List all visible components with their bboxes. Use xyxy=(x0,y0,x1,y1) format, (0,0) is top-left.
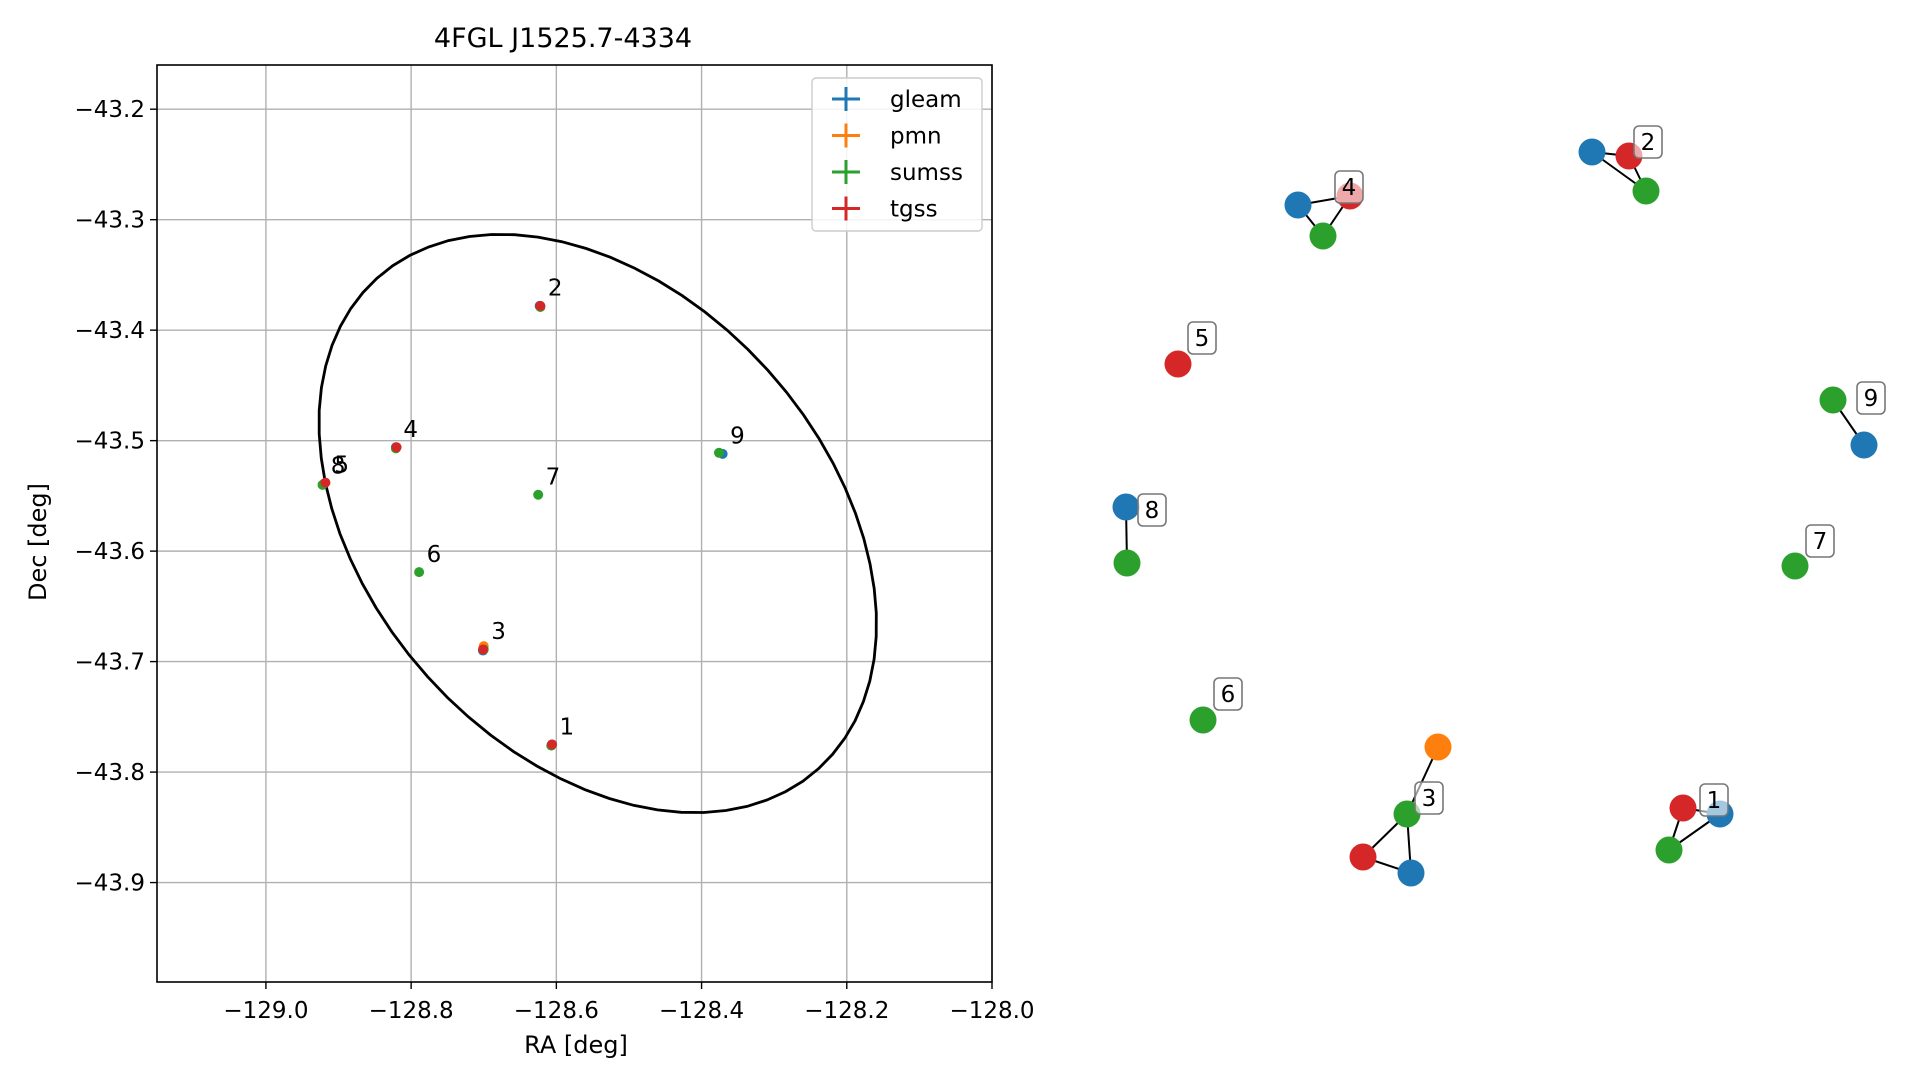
association-network: 1 2 3 4 5 6 7 8 9 xyxy=(1112,125,1886,887)
sumss-node xyxy=(1781,552,1809,580)
y-tick-label: −43.6 xyxy=(75,539,145,565)
gleam-node xyxy=(1850,431,1878,459)
sumss-node xyxy=(1189,706,1217,734)
source-label-4: 4 xyxy=(403,417,418,443)
legend-label-sumss: sumss xyxy=(890,160,963,186)
gleam-node xyxy=(1397,859,1425,887)
x-tick-label: −128.4 xyxy=(659,998,744,1024)
sumss-node xyxy=(1655,836,1683,864)
source-label-5: 5 xyxy=(334,452,349,478)
network-label-3: 3 xyxy=(1422,786,1437,812)
tgss-node xyxy=(1164,350,1192,378)
x-tick-label: −128.6 xyxy=(514,998,599,1024)
sumss-point xyxy=(713,447,724,458)
network-group-4: 4 xyxy=(1284,170,1364,250)
gleam-node xyxy=(1284,191,1312,219)
y-tick-label: −43.5 xyxy=(75,429,145,455)
network-group-6: 6 xyxy=(1189,677,1243,734)
source-label-3: 3 xyxy=(491,619,506,645)
x-tick-label: −128.0 xyxy=(949,998,1034,1024)
network-group-2: 2 xyxy=(1578,125,1663,205)
network-group-9: 9 xyxy=(1819,381,1886,459)
sumss-point xyxy=(414,567,425,578)
network-label-box xyxy=(1213,677,1243,711)
y-tick-label: −43.2 xyxy=(75,97,145,123)
network-label-box xyxy=(1805,524,1835,558)
y-tick-label: −43.7 xyxy=(75,650,145,676)
x-axis-ticks: −129.0 −128.8 −128.6 −128.4 −128.2 −128.0 xyxy=(223,982,1035,1024)
tgss-node xyxy=(1349,843,1377,871)
sumss-node xyxy=(1819,386,1847,414)
network-label-box xyxy=(1187,321,1217,355)
x-tick-label: −128.8 xyxy=(369,998,454,1024)
legend-label-gleam: gleam xyxy=(890,87,962,113)
tgss-point xyxy=(478,644,489,655)
network-label-4: 4 xyxy=(1342,175,1357,201)
source-label-6: 6 xyxy=(427,542,442,568)
network-label-7: 7 xyxy=(1813,529,1828,555)
network-label-box xyxy=(1633,125,1663,159)
y-tick-label: −43.9 xyxy=(75,871,145,897)
tgss-point xyxy=(535,300,546,311)
sumss-node xyxy=(1393,800,1421,828)
tgss-point xyxy=(320,477,331,488)
network-group-7: 7 xyxy=(1781,524,1835,580)
y-axis-ticks: −43.2 −43.3 −43.4 −43.5 −43.6 −43.7 −43.8 −43.9 xyxy=(75,97,157,897)
pmn-node xyxy=(1424,733,1452,761)
x-tick-label: −129.0 xyxy=(223,998,308,1024)
source-label-1: 1 xyxy=(559,714,574,740)
axes-frame xyxy=(156,64,993,983)
network-group-1: 1 xyxy=(1655,783,1734,864)
network-label-6: 6 xyxy=(1221,682,1236,708)
network-label-box xyxy=(1137,493,1167,527)
network-label-box xyxy=(1856,381,1886,415)
sumss-point xyxy=(533,489,544,500)
network-group-3: 3 xyxy=(1349,733,1452,887)
tgss-point xyxy=(546,739,557,750)
y-tick-label: −43.8 xyxy=(75,760,145,786)
sumss-node xyxy=(1309,222,1337,250)
legend-label-tgss: tgss xyxy=(890,197,938,223)
source-label-8: 8 xyxy=(331,454,346,480)
tgss-point xyxy=(391,442,402,453)
sumss-node xyxy=(1632,177,1660,205)
network-label-box xyxy=(1699,783,1729,817)
y-tick-label: −43.3 xyxy=(75,208,145,234)
network-group-8: 8 xyxy=(1112,493,1167,577)
network-label-box xyxy=(1414,781,1444,815)
gleam-node xyxy=(1112,493,1140,521)
y-axis-label: Dec [deg] xyxy=(24,483,52,601)
network-label-2: 2 xyxy=(1641,130,1656,156)
x-tick-label: −128.2 xyxy=(804,998,889,1024)
y-tick-label: −43.4 xyxy=(75,318,145,344)
tgss-node xyxy=(1669,794,1697,822)
legend-box xyxy=(811,77,983,232)
gleam-node xyxy=(1578,138,1606,166)
source-label-9: 9 xyxy=(730,424,745,450)
network-label-9: 9 xyxy=(1864,386,1879,412)
network-group-5: 5 xyxy=(1164,321,1217,378)
network-label-1: 1 xyxy=(1707,788,1722,814)
source-annotations: 1 2 3 4 5 6 7 8 9 xyxy=(331,276,745,741)
chart-title: 4FGL J1525.7-4334 xyxy=(434,23,692,54)
legend-label-pmn: pmn xyxy=(890,124,942,150)
network-label-5: 5 xyxy=(1195,326,1210,352)
localization-ellipse xyxy=(317,233,878,814)
source-points xyxy=(317,300,728,751)
legend: gleam pmn sumss tgss xyxy=(811,77,983,232)
source-label-7: 7 xyxy=(546,465,561,491)
source-label-2: 2 xyxy=(548,276,563,302)
x-axis-label: RA [deg] xyxy=(524,1031,628,1059)
network-label-8: 8 xyxy=(1145,498,1160,524)
network-label-box xyxy=(1334,170,1364,204)
sumss-node xyxy=(1113,549,1141,577)
